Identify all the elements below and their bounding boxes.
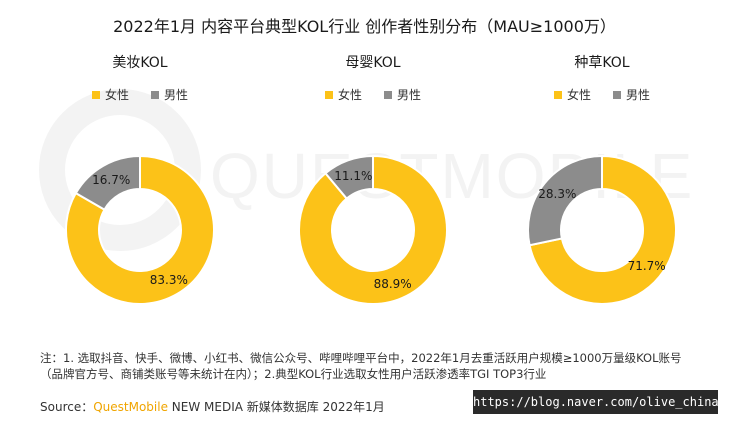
- source-line: Source：QuestMobile NEW MEDIA 新媒体数据库 2022…: [40, 398, 385, 415]
- panel-title: 母婴KOL: [345, 55, 401, 71]
- legend-label: 女性: [566, 88, 591, 102]
- legend-item-female: 女性: [91, 86, 129, 103]
- legend-label: 男性: [397, 88, 422, 102]
- donut-chart: 71.7% 28.3%: [527, 154, 677, 305]
- legend-label: 男性: [164, 88, 189, 102]
- source-suffix: NEW MEDIA 新媒体数据库 2022年1月: [167, 400, 385, 414]
- legend-item-male: 男性: [151, 86, 188, 103]
- source-prefix: Source：: [40, 400, 94, 414]
- data-label-female: 71.7%: [628, 259, 666, 273]
- legend-label: 女性: [104, 88, 129, 102]
- data-label-female: 83.3%: [150, 273, 188, 287]
- legend-swatch-female: [324, 90, 333, 99]
- legend-item-male: 男性: [613, 86, 650, 103]
- data-label-male: 11.1%: [334, 169, 372, 183]
- donut-chart: 83.3% 16.7%: [65, 154, 215, 305]
- data-label-female: 88.9%: [374, 277, 412, 291]
- panel-maternal: 母婴KOL 女性 男性 88.9% 11.1%: [253, 52, 493, 322]
- panel-beauty: 美妆KOL 女性 男性 83.3% 16.7%: [20, 52, 260, 322]
- legend: 女性 男性: [20, 86, 260, 103]
- data-label-male: 28.3%: [538, 187, 576, 201]
- panel-title: 美妆KOL: [112, 55, 168, 71]
- source-brand: QuestMobile: [93, 400, 168, 414]
- slice-female: [528, 154, 677, 305]
- legend-swatch-female: [91, 90, 100, 99]
- legend-item-female: 女性: [553, 86, 591, 103]
- legend: 女性 男性: [253, 86, 493, 103]
- slice-male: [527, 154, 603, 247]
- legend: 女性 男性: [482, 86, 722, 103]
- footnote: 注：1. 选取抖音、快手、微博、小红书、微信公众号、哔哩哔哩平台中，2022年1…: [40, 351, 682, 381]
- panel-grass: 种草KOL 女性 男性 71.7% 28.3%: [482, 52, 722, 322]
- url-badge: https://blog.naver.com/olive_china: [473, 390, 719, 414]
- slice-male: [74, 154, 141, 211]
- data-label-male: 16.7%: [92, 173, 130, 187]
- legend-swatch-male: [613, 90, 621, 99]
- slice-female: [65, 154, 215, 305]
- slice-female: [298, 154, 448, 305]
- legend-swatch-male: [384, 90, 392, 99]
- legend-item-male: 男性: [384, 86, 421, 103]
- legend-label: 男性: [626, 88, 651, 102]
- legend-swatch-male: [151, 90, 159, 99]
- chart-title: 2022年1月 内容平台典型KOL行业 创作者性别分布（MAU≥1000万）: [113, 17, 616, 36]
- legend-swatch-female: [553, 90, 562, 99]
- legend-item-female: 女性: [324, 86, 362, 103]
- legend-label: 女性: [337, 88, 362, 102]
- panel-title: 种草KOL: [574, 55, 630, 71]
- donut-chart: 88.9% 11.1%: [298, 154, 448, 305]
- slice-male: [324, 154, 374, 200]
